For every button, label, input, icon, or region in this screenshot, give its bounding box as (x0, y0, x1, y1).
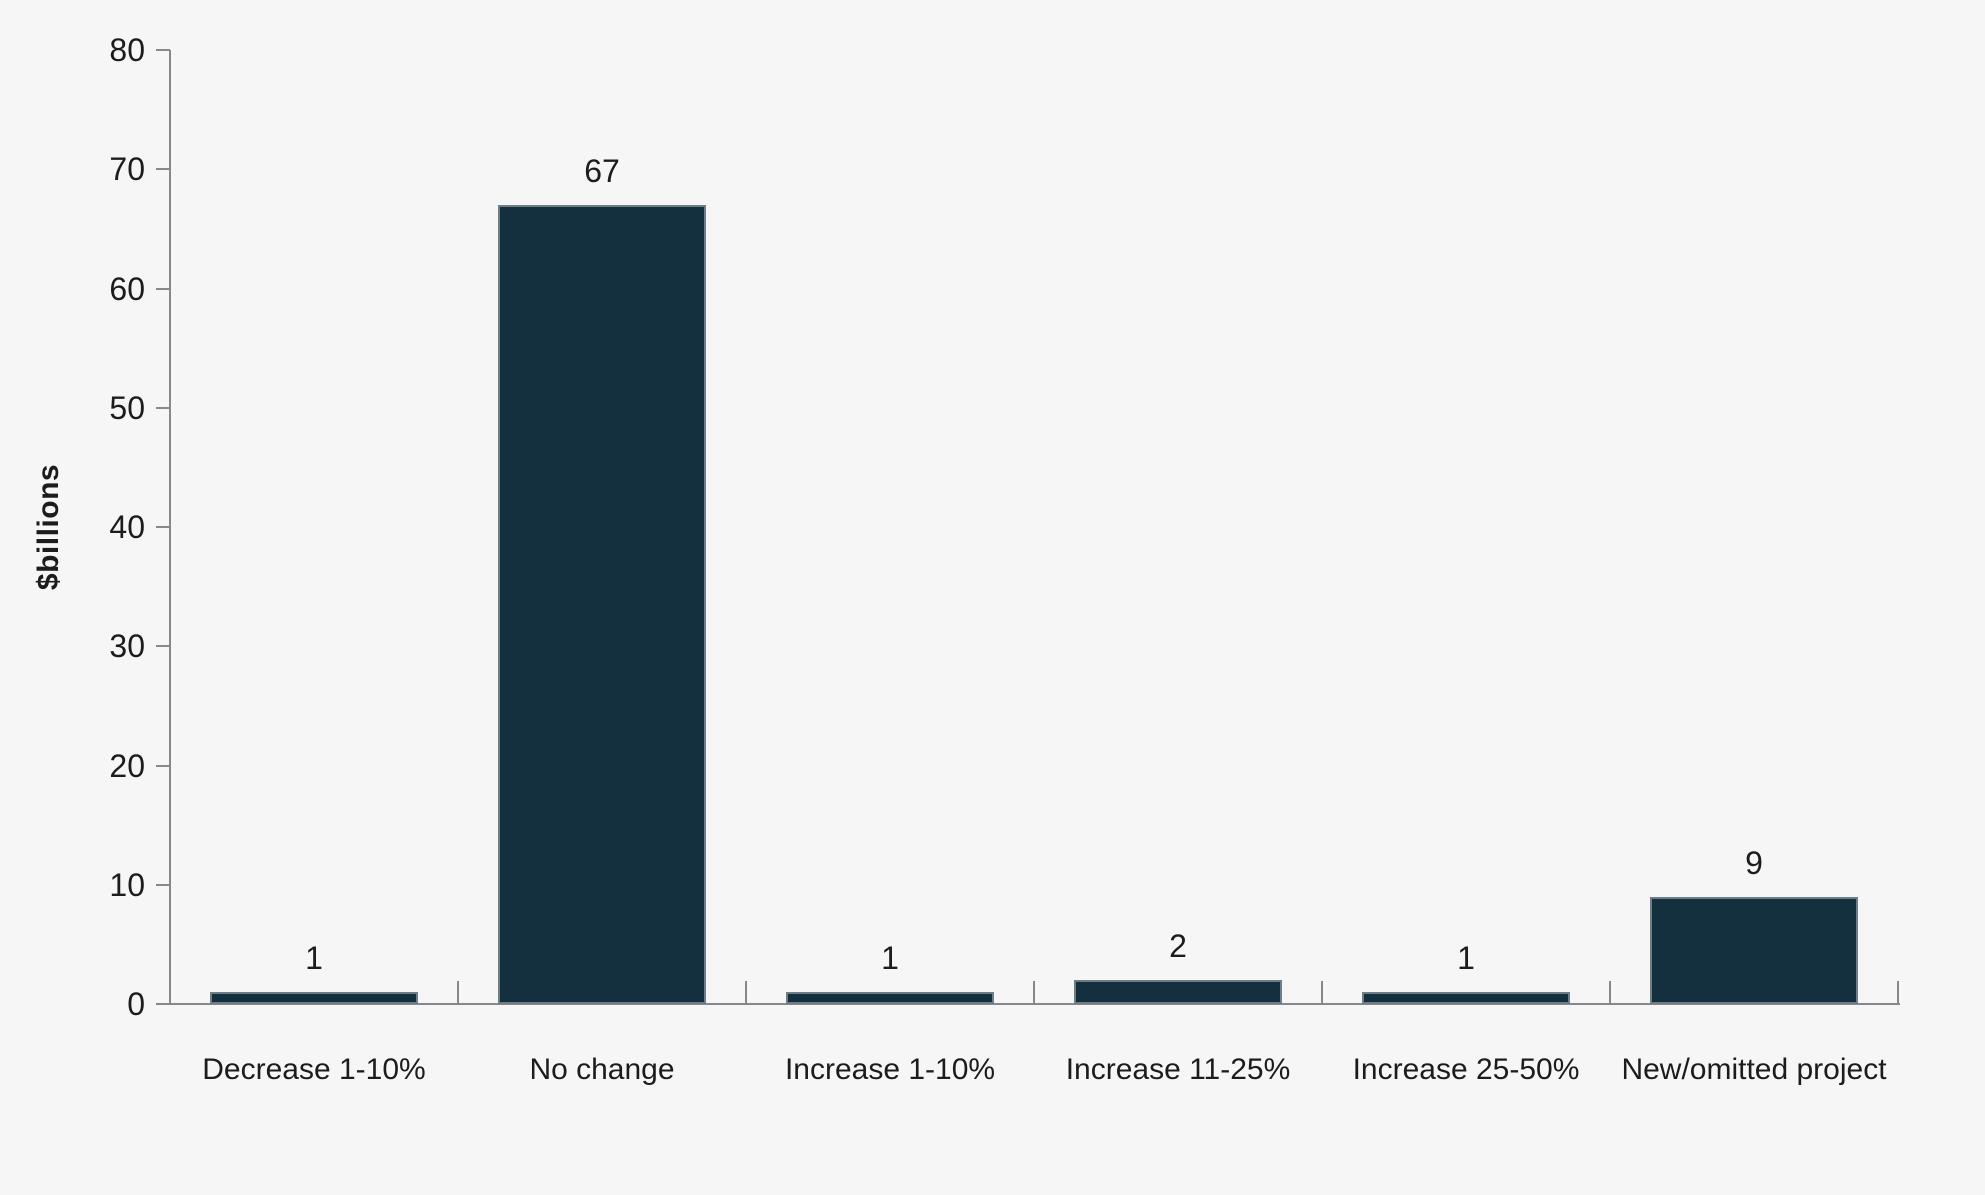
bar-value-label: 9 (1745, 845, 1763, 881)
bar-value-label: 1 (1457, 940, 1475, 976)
y-axis-tick-label: 80 (109, 32, 145, 68)
y-axis-tick (156, 168, 170, 171)
x-axis-category-label: Increase 11-25% (1065, 1053, 1291, 1086)
bar-value-label: 1 (881, 940, 899, 976)
y-axis-tick (156, 406, 170, 409)
x-axis-category-label: Increase 25-50% (1352, 1053, 1580, 1086)
y-axis-tick (156, 526, 170, 528)
x-axis-tick (745, 981, 747, 1004)
bar (1362, 992, 1570, 1004)
y-axis-tick (156, 645, 170, 648)
y-axis-tick-label: 60 (109, 270, 145, 307)
x-axis-tick (1321, 981, 1323, 1004)
x-axis-tick (1033, 981, 1035, 1004)
bar (786, 992, 994, 1004)
y-axis-tick-label: 50 (109, 389, 145, 426)
bar-value-label: 2 (1169, 928, 1187, 964)
y-axis-tick (156, 883, 170, 886)
y-axis-tick-label: 40 (109, 509, 145, 545)
x-axis-tick (1609, 981, 1611, 1004)
x-axis-category-label: Increase 1-10% (784, 1053, 996, 1086)
bar (1650, 897, 1858, 1004)
y-axis-line (169, 50, 171, 1004)
bar-value-label: 1 (305, 940, 323, 976)
bar (1074, 980, 1282, 1004)
y-axis-tick-label: 10 (109, 866, 145, 903)
x-axis-category-label: New/omitted project (1621, 1053, 1887, 1086)
y-axis-tick-label: 20 (109, 747, 145, 784)
y-axis-tick-label: 70 (109, 151, 145, 188)
y-axis-tick (156, 1003, 170, 1005)
y-axis-tick-label: 30 (109, 628, 145, 665)
x-axis-category-label: No change (529, 1053, 675, 1086)
bar (210, 992, 418, 1004)
x-axis-tick (1897, 981, 1899, 1004)
y-axis-tick (156, 764, 170, 767)
x-axis-tick (457, 981, 459, 1004)
x-axis-line (169, 1003, 1900, 1005)
y-axis-tick-label: 0 (127, 986, 145, 1022)
y-axis-tick (156, 287, 170, 290)
y-axis-tick (156, 49, 170, 51)
x-axis-category-label: Decrease 1-10% (202, 1053, 426, 1086)
bar (498, 205, 706, 1004)
bar-value-label: 67 (584, 153, 620, 189)
